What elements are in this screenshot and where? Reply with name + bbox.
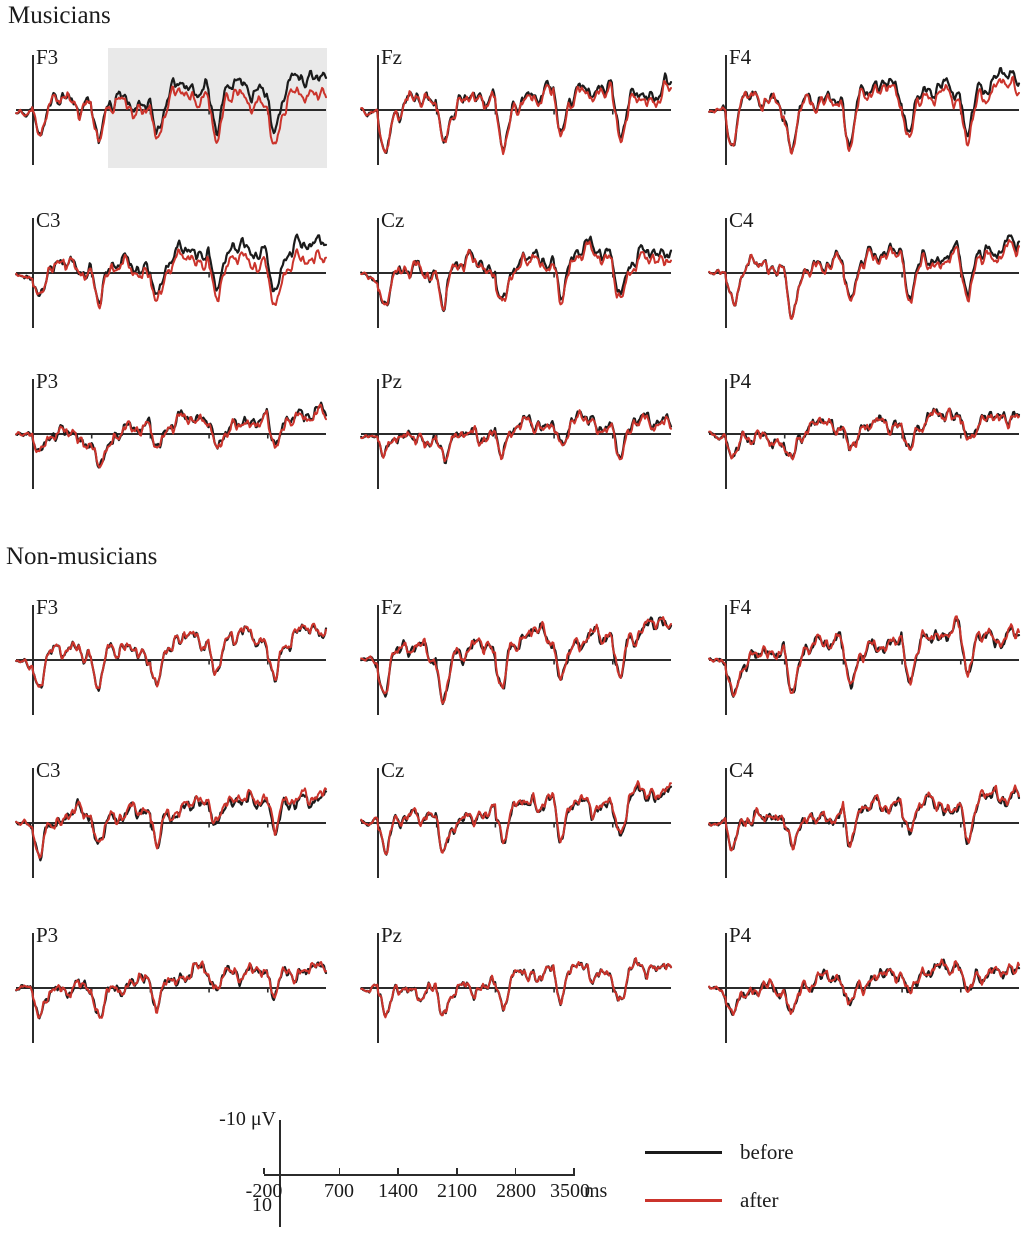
after-trace (360, 409, 672, 463)
erp-plot-svg (360, 218, 673, 328)
electrode-label: Pz (381, 369, 402, 393)
electrode-label: C4 (729, 758, 754, 782)
erp-panel-non-musicians-fz: Fz (360, 595, 674, 724)
erp-panel-non-musicians-f4: F4 (708, 595, 1022, 724)
after-trace (708, 615, 1020, 697)
erp-plot-svg (708, 605, 1021, 715)
after-trace (708, 407, 1020, 461)
erp-plot-svg (360, 379, 673, 489)
after-trace (15, 403, 327, 469)
after-trace (360, 957, 672, 1019)
erp-panel-musicians-f4: F4 (708, 45, 1022, 174)
erp-panel-musicians-pz: Pz (360, 369, 674, 498)
electrode-label: P3 (36, 923, 59, 947)
after-trace (15, 787, 327, 859)
erp-plot-svg (360, 933, 673, 1043)
erp-plot-svg (15, 48, 328, 168)
scale-tick (397, 1168, 399, 1174)
erp-plot-svg (708, 768, 1021, 878)
erp-plot-svg (360, 605, 673, 715)
erp-plot-svg (15, 605, 328, 715)
after-line-swatch (645, 1199, 722, 1202)
electrode-label: F3 (36, 45, 59, 69)
electrode-label: C3 (36, 758, 61, 782)
scale-tick (573, 1168, 575, 1174)
after-trace (15, 248, 327, 310)
electrode-label: F3 (36, 595, 59, 619)
erp-panel-musicians-cz: Cz (360, 208, 674, 337)
after-trace (360, 616, 672, 705)
after-trace (360, 780, 672, 855)
legend-label-before: before (740, 1140, 794, 1164)
electrode-label: F4 (729, 45, 752, 69)
erp-plot-svg (360, 55, 673, 165)
after-trace (708, 958, 1020, 1016)
scale-tick (514, 1168, 517, 1174)
electrode-label: Cz (381, 208, 405, 232)
after-trace (360, 80, 672, 156)
erp-panel-non-musicians-p4: P4 (708, 923, 1022, 1052)
erp-plot-svg (15, 218, 328, 328)
scale-tick-label: 1400 (378, 1180, 418, 1202)
erp-panel-musicians-c4: C4 (708, 208, 1022, 337)
after-trace (15, 85, 327, 145)
scale-tick-label: 3500 (550, 1180, 590, 1202)
after-trace (360, 240, 672, 312)
erp-panel-non-musicians-p3: P3 (15, 923, 329, 1052)
scale-tick-label: 700 (324, 1180, 354, 1202)
erp-panel-musicians-fz: Fz (360, 45, 674, 174)
musicians-section-title: Musicians (8, 2, 111, 29)
scale-tick-label: -200 (245, 1180, 283, 1202)
electrode-label: Fz (381, 45, 402, 69)
after-trace (708, 239, 1020, 320)
erp-plot-svg (360, 768, 673, 878)
erp-plot-svg (708, 933, 1021, 1043)
non-musicians-section-title: Non-musicians (6, 543, 158, 570)
electrode-label: P3 (36, 369, 59, 393)
electrode-label: P4 (729, 369, 752, 393)
scale-y-top-label: -10 μV (219, 1108, 276, 1130)
scale-y-bottom-label: 10 (252, 1194, 272, 1216)
erp-panel-musicians-p3: P3 (15, 369, 329, 498)
electrode-label: C3 (36, 208, 61, 232)
electrode-label: Fz (381, 595, 402, 619)
electrode-label: Pz (381, 923, 402, 947)
before-trace (15, 789, 328, 862)
electrode-label: C4 (729, 208, 754, 232)
erp-panel-non-musicians-c3: C3 (15, 758, 329, 887)
erp-panel-non-musicians-f3: F3 (15, 595, 329, 724)
erp-panel-musicians-f3: F3 (15, 45, 329, 174)
scale-y-axis-line (279, 1120, 281, 1227)
scale-x-axis-line (264, 1174, 575, 1176)
erp-plot-svg (708, 55, 1021, 165)
electrode-label: Cz (381, 758, 405, 782)
after-trace (15, 960, 327, 1019)
scale-tick-label: 2100 (437, 1180, 477, 1202)
scale-tick (263, 1168, 265, 1174)
legend-label-after: after (740, 1188, 779, 1212)
scale-tick-label: 2800 (496, 1180, 536, 1202)
electrode-label: F4 (729, 595, 752, 619)
before-trace (360, 410, 673, 465)
erp-plot-svg (15, 933, 328, 1043)
erp-panel-musicians-p4: P4 (708, 369, 1022, 498)
after-trace (708, 784, 1020, 852)
scale-x-unit-label: ms (584, 1180, 608, 1202)
erp-panel-non-musicians-pz: Pz (360, 923, 674, 1052)
after-trace (708, 75, 1020, 155)
scale-tick (338, 1168, 341, 1174)
erp-panel-non-musicians-c4: C4 (708, 758, 1022, 887)
after-trace (15, 622, 327, 690)
electrode-label: P4 (729, 923, 752, 947)
scale-tick (456, 1168, 458, 1174)
erp-plot-svg (708, 218, 1021, 328)
erp-panel-musicians-c3: C3 (15, 208, 329, 337)
erp-plot-svg (708, 379, 1021, 489)
before-line-swatch (645, 1151, 722, 1154)
erp-panel-non-musicians-cz: Cz (360, 758, 674, 887)
erp-plot-svg (15, 379, 328, 489)
erp-plot-svg (15, 768, 328, 878)
